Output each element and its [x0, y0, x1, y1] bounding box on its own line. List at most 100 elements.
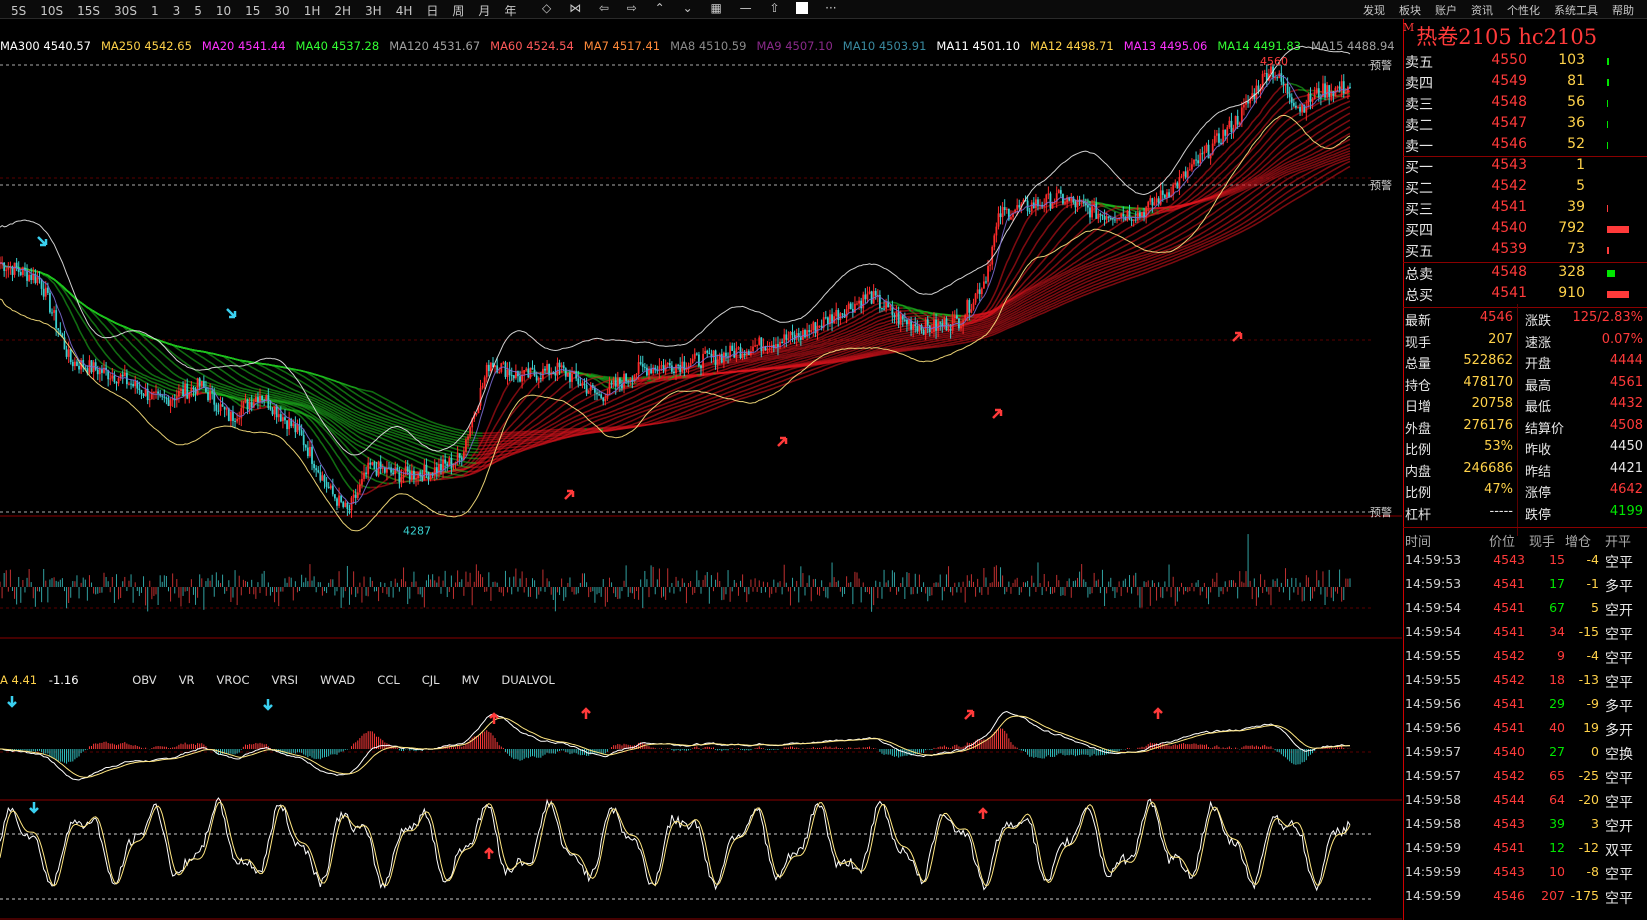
signal-arrow-icon [992, 408, 1003, 419]
menu-item-3[interactable]: 资讯 [1471, 5, 1493, 17]
candle-body [679, 365, 682, 373]
candle-body [67, 349, 70, 357]
candle-body [61, 333, 64, 338]
more-icon[interactable]: ··· [825, 2, 837, 14]
signal-arrow-icon [964, 709, 975, 720]
tick-oi-change: -15 [1578, 624, 1599, 639]
zoom-in-icon[interactable]: ◇ [542, 2, 552, 14]
candle-body [78, 365, 80, 370]
menu-item-4[interactable]: 个性化 [1507, 5, 1540, 17]
candle-body [718, 354, 721, 360]
period-10[interactable]: 1H [303, 5, 321, 17]
candle-body [465, 439, 467, 452]
candle-body [664, 364, 667, 371]
indicator-tab-dualvol[interactable]: DUALVOL [501, 673, 555, 687]
menu-item-5[interactable]: 系统工具 [1554, 5, 1598, 17]
menu-item-2[interactable]: 账户 [1435, 5, 1457, 17]
orderbook-volume: 1 [1576, 157, 1585, 173]
period-14[interactable]: 日 [426, 5, 439, 17]
period-17[interactable]: 年 [504, 5, 517, 17]
left-arrow-icon[interactable]: ⇦ [598, 2, 609, 14]
orderbook-volume: 52 [1567, 136, 1585, 152]
period-1[interactable]: 10S [40, 5, 64, 17]
tick-type: 空平 [1605, 771, 1633, 787]
candle-body [1315, 88, 1318, 94]
candle-body [546, 364, 548, 371]
indicator-tab-cjl[interactable]: CJL [421, 673, 440, 687]
up-icon[interactable]: ⇧ [769, 2, 780, 14]
down-double-icon[interactable]: ⌄ [682, 2, 693, 14]
period-3[interactable]: 30S [114, 5, 137, 17]
menu-item-0[interactable]: 发现 [1363, 5, 1385, 17]
right-arrow-icon[interactable]: ⇨ [626, 2, 637, 14]
menu-item-1[interactable]: 板块 [1399, 5, 1421, 17]
menu-item-6[interactable]: 帮助 [1612, 5, 1634, 17]
indicator-tab-vrsi[interactable]: VRSI [271, 673, 299, 687]
candle-body [1066, 197, 1069, 203]
indicator-tab-ccl[interactable]: CCL [377, 673, 400, 687]
candle-body [487, 364, 490, 372]
up-double-icon[interactable]: ⌃ [654, 2, 665, 14]
orderbook-label: 买五 [1405, 244, 1433, 260]
stat-label: 跌停 [1525, 507, 1552, 523]
ma-ribbon-line [586, 165, 1351, 430]
tick-oi-change: -9 [1586, 696, 1599, 711]
candle-body [560, 365, 563, 368]
candle-body [1263, 73, 1266, 75]
divider [1517, 304, 1518, 536]
candle-body [1243, 104, 1245, 108]
period-9[interactable]: 30 [274, 5, 290, 17]
orderbook-volume: 39 [1567, 199, 1585, 215]
period-7[interactable]: 10 [215, 5, 232, 17]
candle-body [82, 360, 85, 368]
candle-body [997, 213, 1000, 227]
ma-ribbon-line [472, 138, 1351, 456]
period-12[interactable]: 3H [365, 5, 382, 17]
candle-body [529, 367, 532, 378]
candle-body [498, 371, 501, 373]
kdj-d-line [0, 801, 1351, 887]
period-5[interactable]: 3 [172, 5, 181, 17]
stat-value: 4444 [1609, 353, 1643, 368]
candle-body [795, 333, 798, 340]
indicator-tab-obv[interactable]: OBV [132, 673, 157, 687]
tick-type: 空平 [1605, 867, 1633, 883]
grid-icon[interactable]: ▦ [710, 2, 722, 14]
tick-time: 14:59:54 [1405, 624, 1462, 639]
period-4[interactable]: 1 [150, 5, 159, 17]
indicator-tab-vr[interactable]: VR [178, 673, 195, 687]
candle-body [1238, 122, 1241, 125]
period-2[interactable]: 15S [77, 5, 101, 17]
period-16[interactable]: 月 [478, 5, 491, 17]
zoom-out-icon[interactable]: ⋈ [569, 2, 582, 14]
candle-body [812, 322, 815, 331]
period-0[interactable]: 5S [11, 5, 27, 17]
candle-body [134, 380, 137, 387]
candle-body [146, 388, 149, 401]
minus-icon[interactable]: — [739, 2, 752, 14]
candle-body [433, 467, 436, 476]
candle-body [841, 313, 844, 315]
period-6[interactable]: 5 [194, 5, 202, 17]
candle-body [691, 358, 694, 364]
indicator-tab-vroc[interactable]: VROC [216, 673, 250, 687]
tick-volume: 12 [1549, 840, 1565, 855]
tick-oi-change: -12 [1578, 840, 1599, 855]
tick-price: 4541 [1493, 624, 1525, 639]
indicator-tab-wvad[interactable]: WVAD [320, 673, 356, 687]
indicator-tab-mv[interactable]: MV [461, 673, 480, 687]
ma-ribbon-line [671, 312, 920, 380]
candle-body [506, 369, 509, 377]
candle-body [269, 407, 272, 410]
period-15[interactable]: 周 [452, 5, 465, 17]
period-8[interactable]: 15 [245, 5, 261, 17]
candle-body [19, 272, 22, 275]
period-11[interactable]: 2H [334, 5, 352, 17]
white-square-icon[interactable] [796, 2, 809, 14]
candle-body [111, 375, 114, 379]
dif-line [0, 710, 1350, 781]
candle-body [1068, 197, 1071, 201]
candle-body [1245, 101, 1247, 105]
period-13[interactable]: 4H [395, 5, 413, 17]
